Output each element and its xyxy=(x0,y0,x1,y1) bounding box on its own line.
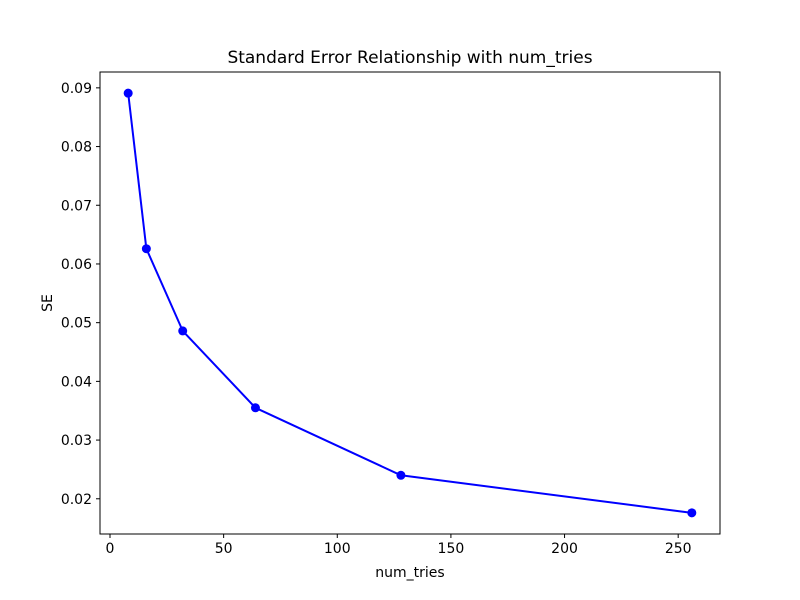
y-tick-label: 0.02 xyxy=(61,492,92,508)
y-tick-label: 0.08 xyxy=(61,140,92,156)
y-axis-label: SE xyxy=(40,294,56,312)
data-point xyxy=(250,403,260,413)
y-tick-label: 0.05 xyxy=(61,316,92,332)
data-point xyxy=(141,244,151,254)
x-tick-label: 0 xyxy=(106,541,115,557)
plot-frame xyxy=(99,71,721,535)
chart-title: Standard Error Relationship with num_tri… xyxy=(227,48,592,68)
x-tick-label: 100 xyxy=(324,541,351,557)
x-tick-label: 50 xyxy=(215,541,233,557)
y-tick-label: 0.09 xyxy=(61,81,92,97)
y-tick-label: 0.06 xyxy=(61,257,92,273)
x-axis-label: num_tries xyxy=(375,565,444,581)
x-tick-label: 150 xyxy=(438,541,465,557)
x-tick-label: 250 xyxy=(665,541,692,557)
plot-area: 0 50 100 150 200 250 0.02 0.03 0.04 0.05 0.06 0.07 0… xyxy=(61,71,721,557)
x-tick-label: 200 xyxy=(551,541,578,557)
data-point xyxy=(178,326,188,336)
data-point xyxy=(123,88,133,98)
data-point xyxy=(396,470,406,480)
y-tick-label: 0.03 xyxy=(61,433,92,449)
series-line xyxy=(127,92,693,514)
data-point xyxy=(687,508,697,518)
y-tick-label: 0.04 xyxy=(61,374,92,390)
y-tick-label: 0.07 xyxy=(61,198,92,214)
